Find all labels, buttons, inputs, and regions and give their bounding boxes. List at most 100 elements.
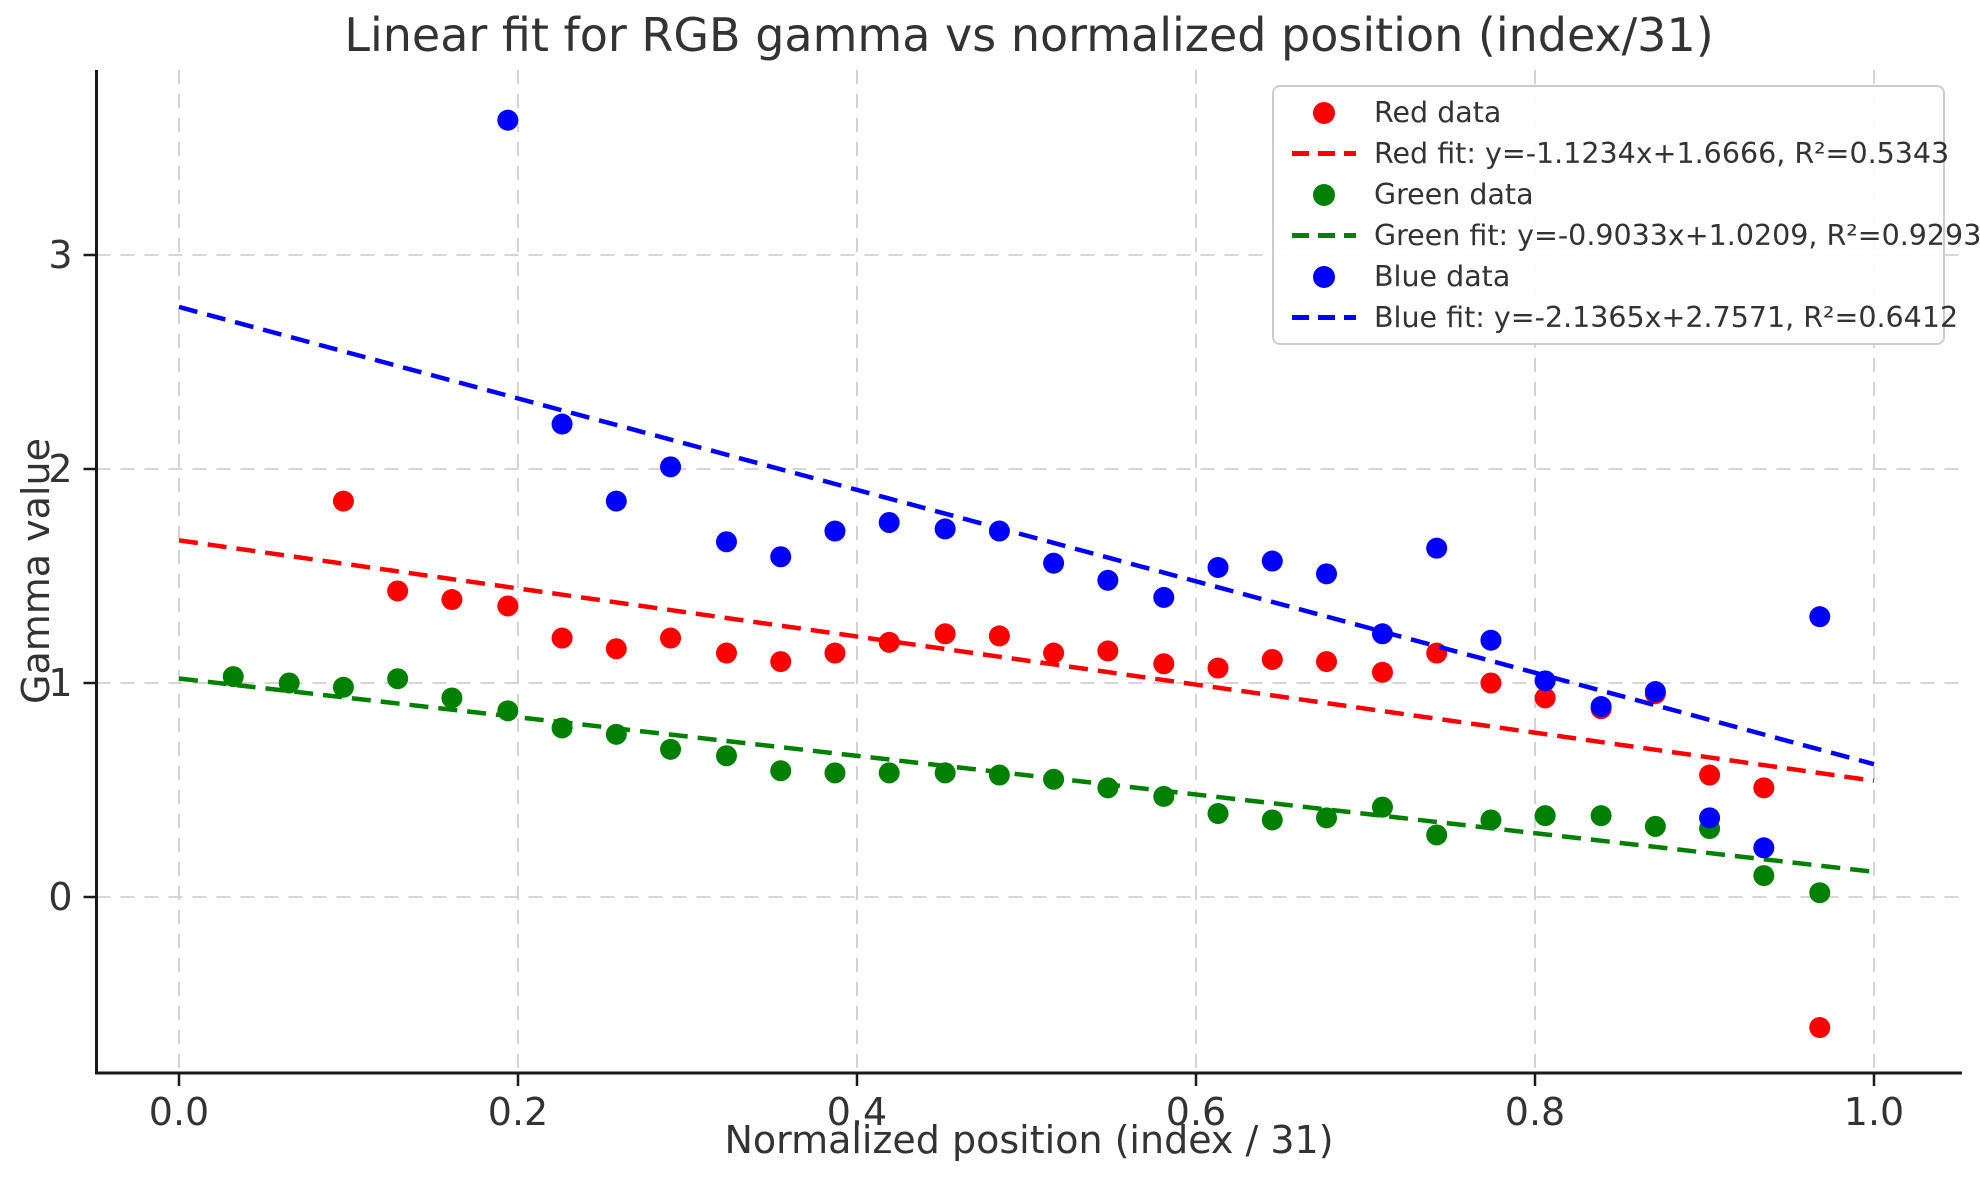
legend-item: Red fit: y=-1.1234x+1.6666, R²=0.5343 <box>1274 133 1949 174</box>
y-tick-label: 0 <box>48 875 72 919</box>
red-data-point <box>497 595 519 617</box>
red-data-point <box>988 625 1010 647</box>
red-data-point <box>1097 640 1119 662</box>
blue-data-point <box>1316 563 1338 585</box>
green-data-point <box>1316 807 1338 829</box>
blue-data-point <box>1207 556 1229 578</box>
red-data-point <box>715 642 737 664</box>
red-data-point <box>1480 672 1502 694</box>
y-tick-label: 3 <box>48 233 72 277</box>
blue-data-point <box>1043 552 1065 574</box>
green-data-point <box>878 762 900 784</box>
chart-title: Linear fit for RGB gamma vs normalized p… <box>344 8 1714 62</box>
green-data-point <box>1480 809 1502 831</box>
red-data-point <box>824 642 846 664</box>
y-axis-label: Gamma value <box>14 438 58 704</box>
blue-data-point <box>715 531 737 553</box>
legend-marker-cell <box>1274 233 1374 238</box>
green-data-point <box>660 738 682 760</box>
x-tick-label: 0.0 <box>149 1090 209 1134</box>
blue-data-point <box>1097 569 1119 591</box>
legend-item: Red data <box>1274 92 1943 133</box>
red-data-point <box>1153 653 1175 675</box>
red-data-point <box>660 627 682 649</box>
green-data-point <box>988 764 1010 786</box>
red-data-point <box>1207 657 1229 679</box>
blue-data-point <box>1590 696 1612 718</box>
blue-data-point <box>605 490 627 512</box>
red-data-point <box>1753 777 1775 799</box>
blue-data-point <box>497 109 519 131</box>
green-data-point <box>770 760 792 782</box>
y-tick-label: 2 <box>48 447 72 491</box>
green-data-point <box>1261 809 1283 831</box>
legend-dashed-line-icon <box>1292 315 1356 320</box>
legend-item: Blue data <box>1274 256 1943 297</box>
legend-label: Red data <box>1374 96 1502 129</box>
red-fit-line <box>178 538 1875 783</box>
green-data-point <box>332 676 354 698</box>
green-fit-line <box>178 676 1875 875</box>
legend-dot-icon <box>1313 265 1335 288</box>
legend-marker-cell <box>1274 315 1374 320</box>
green-data-point <box>387 668 409 690</box>
legend-label: Blue data <box>1374 260 1511 293</box>
legend-marker-cell <box>1274 101 1374 124</box>
green-data-point <box>824 762 846 784</box>
blue-data-point <box>770 546 792 568</box>
red-data-point <box>387 580 409 602</box>
red-data-point <box>332 490 354 512</box>
legend-marker-cell <box>1274 151 1374 156</box>
blue-data-point <box>1644 681 1666 703</box>
y-tick-label: 1 <box>48 661 72 705</box>
x-tick-label: 1.0 <box>1844 1090 1904 1134</box>
red-data-point <box>1809 1017 1831 1039</box>
legend: Red data Red fit: y=-1.1234x+1.6666, R²=0… <box>1272 85 1980 345</box>
green-data-point <box>1097 777 1119 799</box>
legend-marker-cell <box>1274 183 1374 206</box>
legend-label: Red fit: y=-1.1234x+1.6666, R²=0.5343 <box>1374 137 1950 170</box>
x-tick-label: 0.6 <box>1166 1090 1226 1134</box>
red-data-point <box>934 623 956 645</box>
green-data-point <box>1590 805 1612 827</box>
blue-data-point <box>878 512 900 533</box>
green-data-point <box>715 745 737 767</box>
blue-data-point <box>1753 837 1775 859</box>
green-data-point <box>934 762 956 784</box>
legend-dot-icon <box>1313 101 1335 124</box>
green-data-point <box>1753 865 1775 887</box>
legend-label: Green fit: y=-0.9033x+1.0209, R²=0.9293 <box>1374 219 1980 252</box>
blue-data-point <box>1261 550 1283 572</box>
x-tick-label: 0.4 <box>827 1090 887 1134</box>
red-data-point <box>1534 687 1556 709</box>
legend-label: Blue fit: y=-2.1365x+2.7571, R²=0.6412 <box>1374 301 1959 334</box>
green-data-point <box>1534 805 1556 827</box>
legend-dashed-line-icon <box>1292 233 1356 238</box>
blue-data-point <box>1480 629 1502 651</box>
blue-fit-line <box>178 304 1875 767</box>
green-data-point <box>222 666 244 688</box>
blue-data-point <box>1153 586 1175 608</box>
blue-data-point <box>660 456 682 478</box>
red-data-point <box>605 638 627 660</box>
blue-data-point <box>1426 537 1448 559</box>
red-data-point <box>551 627 573 649</box>
red-data-point <box>878 631 900 653</box>
legend-marker-cell <box>1274 265 1374 288</box>
legend-dot-icon <box>1313 183 1335 206</box>
green-data-point <box>1809 882 1831 904</box>
red-data-point <box>1371 661 1393 683</box>
green-data-point <box>1371 796 1393 818</box>
legend-item: Green fit: y=-0.9033x+1.0209, R²=0.9293 <box>1274 215 1980 256</box>
green-data-point <box>1426 824 1448 846</box>
legend-item: Green data <box>1274 174 1943 215</box>
red-data-point <box>441 589 463 611</box>
green-data-point <box>1644 815 1666 837</box>
x-axis-label: Normalized position (index / 31) <box>724 1118 1334 1162</box>
x-tick-label: 0.8 <box>1505 1090 1565 1134</box>
green-data-point <box>441 687 463 709</box>
legend-item: Blue fit: y=-2.1365x+2.7571, R²=0.6412 <box>1274 297 1958 338</box>
blue-data-point <box>551 413 573 435</box>
